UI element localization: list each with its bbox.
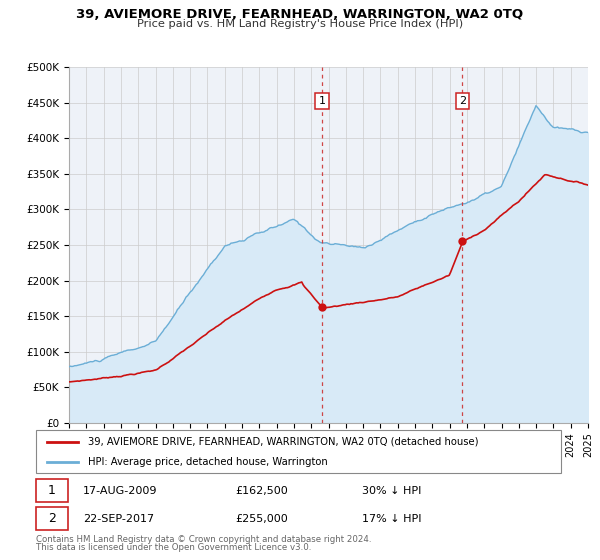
Text: This data is licensed under the Open Government Licence v3.0.: This data is licensed under the Open Gov…: [36, 543, 311, 552]
Text: 1: 1: [48, 484, 56, 497]
Text: 39, AVIEMORE DRIVE, FEARNHEAD, WARRINGTON, WA2 0TQ: 39, AVIEMORE DRIVE, FEARNHEAD, WARRINGTO…: [76, 8, 524, 21]
FancyBboxPatch shape: [36, 430, 561, 473]
Text: £255,000: £255,000: [235, 514, 288, 524]
FancyBboxPatch shape: [36, 507, 67, 530]
Text: 2: 2: [458, 96, 466, 106]
Text: HPI: Average price, detached house, Warrington: HPI: Average price, detached house, Warr…: [89, 458, 328, 467]
Text: 39, AVIEMORE DRIVE, FEARNHEAD, WARRINGTON, WA2 0TQ (detached house): 39, AVIEMORE DRIVE, FEARNHEAD, WARRINGTO…: [89, 437, 479, 447]
Text: 1: 1: [319, 96, 326, 106]
Text: 30% ↓ HPI: 30% ↓ HPI: [361, 486, 421, 496]
FancyBboxPatch shape: [36, 479, 67, 502]
Text: 2: 2: [48, 512, 56, 525]
Text: Price paid vs. HM Land Registry's House Price Index (HPI): Price paid vs. HM Land Registry's House …: [137, 19, 463, 29]
Text: 22-SEP-2017: 22-SEP-2017: [83, 514, 154, 524]
Text: 17-AUG-2009: 17-AUG-2009: [83, 486, 158, 496]
Text: £162,500: £162,500: [235, 486, 288, 496]
Text: 17% ↓ HPI: 17% ↓ HPI: [361, 514, 421, 524]
Text: Contains HM Land Registry data © Crown copyright and database right 2024.: Contains HM Land Registry data © Crown c…: [36, 535, 371, 544]
